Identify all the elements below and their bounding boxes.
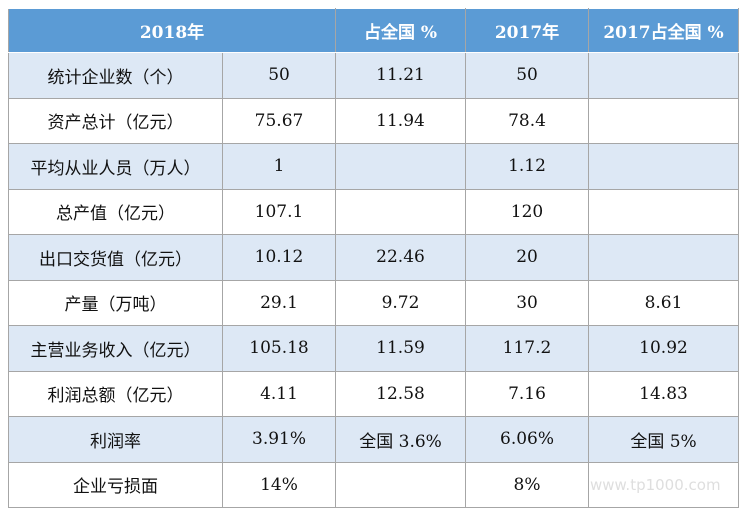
cell: 29.1 [221,279,337,326]
table-body: 统计企业数（个） 50 11.21 50 资产总计（亿元） 75.67 11.94 78.4 平… [8,52,740,508]
cell: 8.61 [588,279,740,326]
cell: 120 [465,188,590,235]
cell: 75.67 [221,97,337,144]
cell: 7.16 [465,370,590,417]
row-label: 利润总额（亿元） [8,370,223,417]
header-cell: 2017占全国 % [588,8,740,53]
cell: 14% [221,461,337,508]
cell: 10.92 [588,325,740,372]
table-row: 总产值（亿元） 107.1 120 [8,188,740,235]
cell: 10.12 [221,234,337,281]
row-label: 平均从业人员（万人） [8,143,223,190]
cell: 50 [221,52,337,99]
header-row: 2018年 占全国 % 2017年 2017占全国 % [7,8,740,53]
cell: 全国 3.6% [335,416,467,463]
row-label: 资产总计（亿元） [8,97,223,144]
empty-cell [588,143,740,190]
row-label: 主营业务收入（亿元） [8,325,223,372]
row-label: 产量（万吨） [8,279,223,326]
empty-cell [588,461,740,508]
cell: 11.59 [335,325,467,372]
header-cell: 占全国 % [335,8,467,53]
row-label: 统计企业数（个） [8,52,223,99]
cell: 14.83 [588,370,740,417]
cell: 8% [465,461,590,508]
empty-cell [588,97,740,144]
table-row: 产量（万吨） 29.1 9.72 30 8.61 [8,279,740,326]
cell: 12.58 [335,370,467,417]
cell: 11.21 [335,52,467,99]
data-table: 2018年 占全国 % 2017年 2017占全国 % 统计企业数（个） 50 11.21… [7,8,740,508]
cell: 20 [465,234,590,281]
cell: 11.94 [335,97,467,144]
row-label: 利润率 [8,416,223,463]
cell: 78.4 [465,97,590,144]
row-label: 总产值（亿元） [8,188,223,235]
cell: 105.18 [221,325,337,372]
cell: 9.72 [335,279,467,326]
empty-cell [588,188,740,235]
empty-cell [335,188,467,235]
watermark: www.tp1000.com [590,476,721,494]
table-row: 利润总额（亿元） 4.11 12.58 7.16 14.83 [8,370,740,417]
table-row: 出口交货值（亿元） 10.12 22.46 20 [8,234,740,281]
cell: 107.1 [221,188,337,235]
cell: 117.2 [465,325,590,372]
table-row: 资产总计（亿元） 75.67 11.94 78.4 [8,97,740,144]
empty-cell [335,461,467,508]
cell: 22.46 [335,234,467,281]
cell: 3.91% [221,416,337,463]
cell: 4.11 [221,370,337,417]
row-label: 出口交货值（亿元） [8,234,223,281]
empty-cell [588,234,740,281]
table-row: 利润率 3.91% 全国 3.6% 6.06% 全国 5% [8,416,740,463]
cell: 1 [221,143,337,190]
table-row: 企业亏损面 14% 8% [8,461,740,508]
table-row: 主营业务收入（亿元） 105.18 11.59 117.2 10.92 [8,325,740,372]
header-cell: 2018年 [7,8,337,53]
row-label: 企业亏损面 [8,461,223,508]
table-row: 平均从业人员（万人） 1 1.12 [8,143,740,190]
table-row: 统计企业数（个） 50 11.21 50 [8,52,740,99]
header-cell: 2017年 [465,8,590,53]
cell: 1.12 [465,143,590,190]
cell: 全国 5% [588,416,740,463]
empty-cell [588,52,740,99]
cell: 50 [465,52,590,99]
cell: 6.06% [465,416,590,463]
cell: 30 [465,279,590,326]
empty-cell [335,143,467,190]
